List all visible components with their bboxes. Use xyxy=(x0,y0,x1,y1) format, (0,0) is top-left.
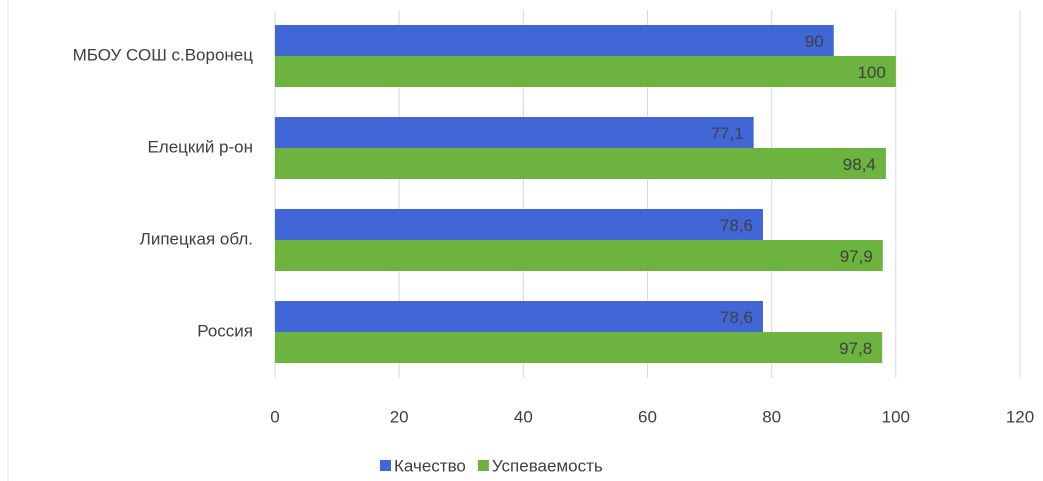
legend-swatch xyxy=(477,460,489,471)
x-tick-label: 80 xyxy=(762,407,781,426)
y-tick-label: Елецкий р-он xyxy=(147,137,253,156)
x-tick-label: 40 xyxy=(514,407,533,426)
value-label: 98,4 xyxy=(843,155,876,174)
bar xyxy=(275,117,754,148)
value-label: 77,1 xyxy=(711,124,744,143)
y-tick-label: Липецкая обл. xyxy=(140,229,253,248)
value-label: 100 xyxy=(857,63,885,82)
bar xyxy=(275,56,896,87)
bar xyxy=(275,240,883,271)
value-label: 78,6 xyxy=(720,308,753,327)
bar xyxy=(275,25,834,56)
bar xyxy=(275,209,763,240)
legend-swatch xyxy=(380,460,391,471)
value-label: 78,6 xyxy=(720,216,753,235)
x-tick-label: 0 xyxy=(270,407,279,426)
y-tick-label: МБОУ СОШ с.Воронец xyxy=(73,45,254,64)
x-tick-label: 60 xyxy=(638,407,657,426)
legend-label: Успеваемость xyxy=(492,456,603,475)
x-tick-label: 120 xyxy=(1006,407,1034,426)
bar xyxy=(275,332,883,363)
value-label: 97,9 xyxy=(840,247,873,266)
value-label: 90 xyxy=(805,32,824,51)
bar xyxy=(275,301,763,332)
x-tick-label: 100 xyxy=(882,407,910,426)
legend-label: Качество xyxy=(394,456,466,475)
y-tick-label: Россия xyxy=(197,321,253,340)
value-label: 97,8 xyxy=(839,339,872,358)
x-tick-label: 20 xyxy=(390,407,409,426)
bar xyxy=(275,148,886,179)
